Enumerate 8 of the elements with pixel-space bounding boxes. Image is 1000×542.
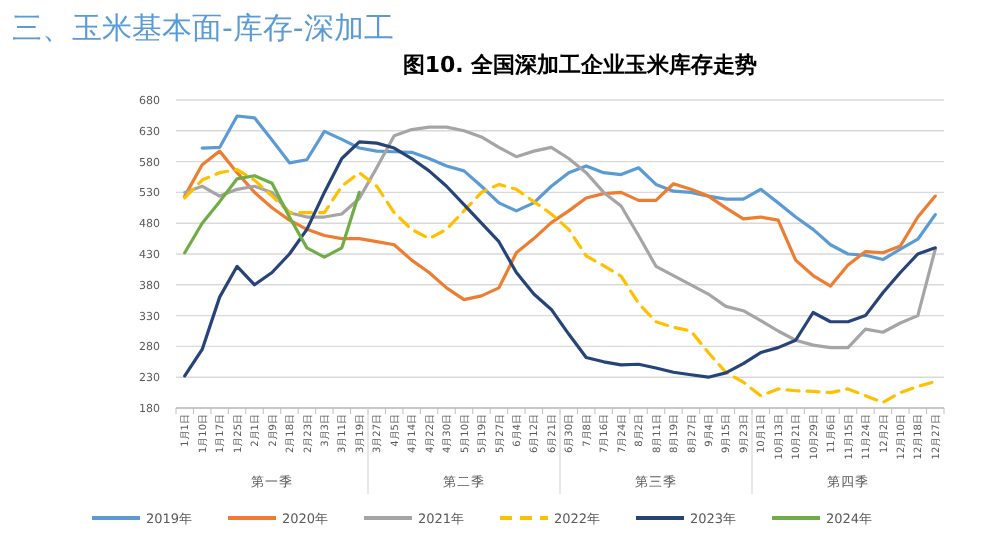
line-series — [183, 174, 361, 259]
line-series — [200, 114, 937, 262]
line-series — [183, 168, 937, 405]
chart-title: 图10. 全国深加工企业玉米库存走势 — [402, 52, 758, 78]
line-series — [183, 149, 937, 302]
text: 三、玉米基本面-库存-深加工 — [12, 10, 394, 46]
line-series — [183, 125, 937, 350]
line-series — [183, 140, 937, 379]
